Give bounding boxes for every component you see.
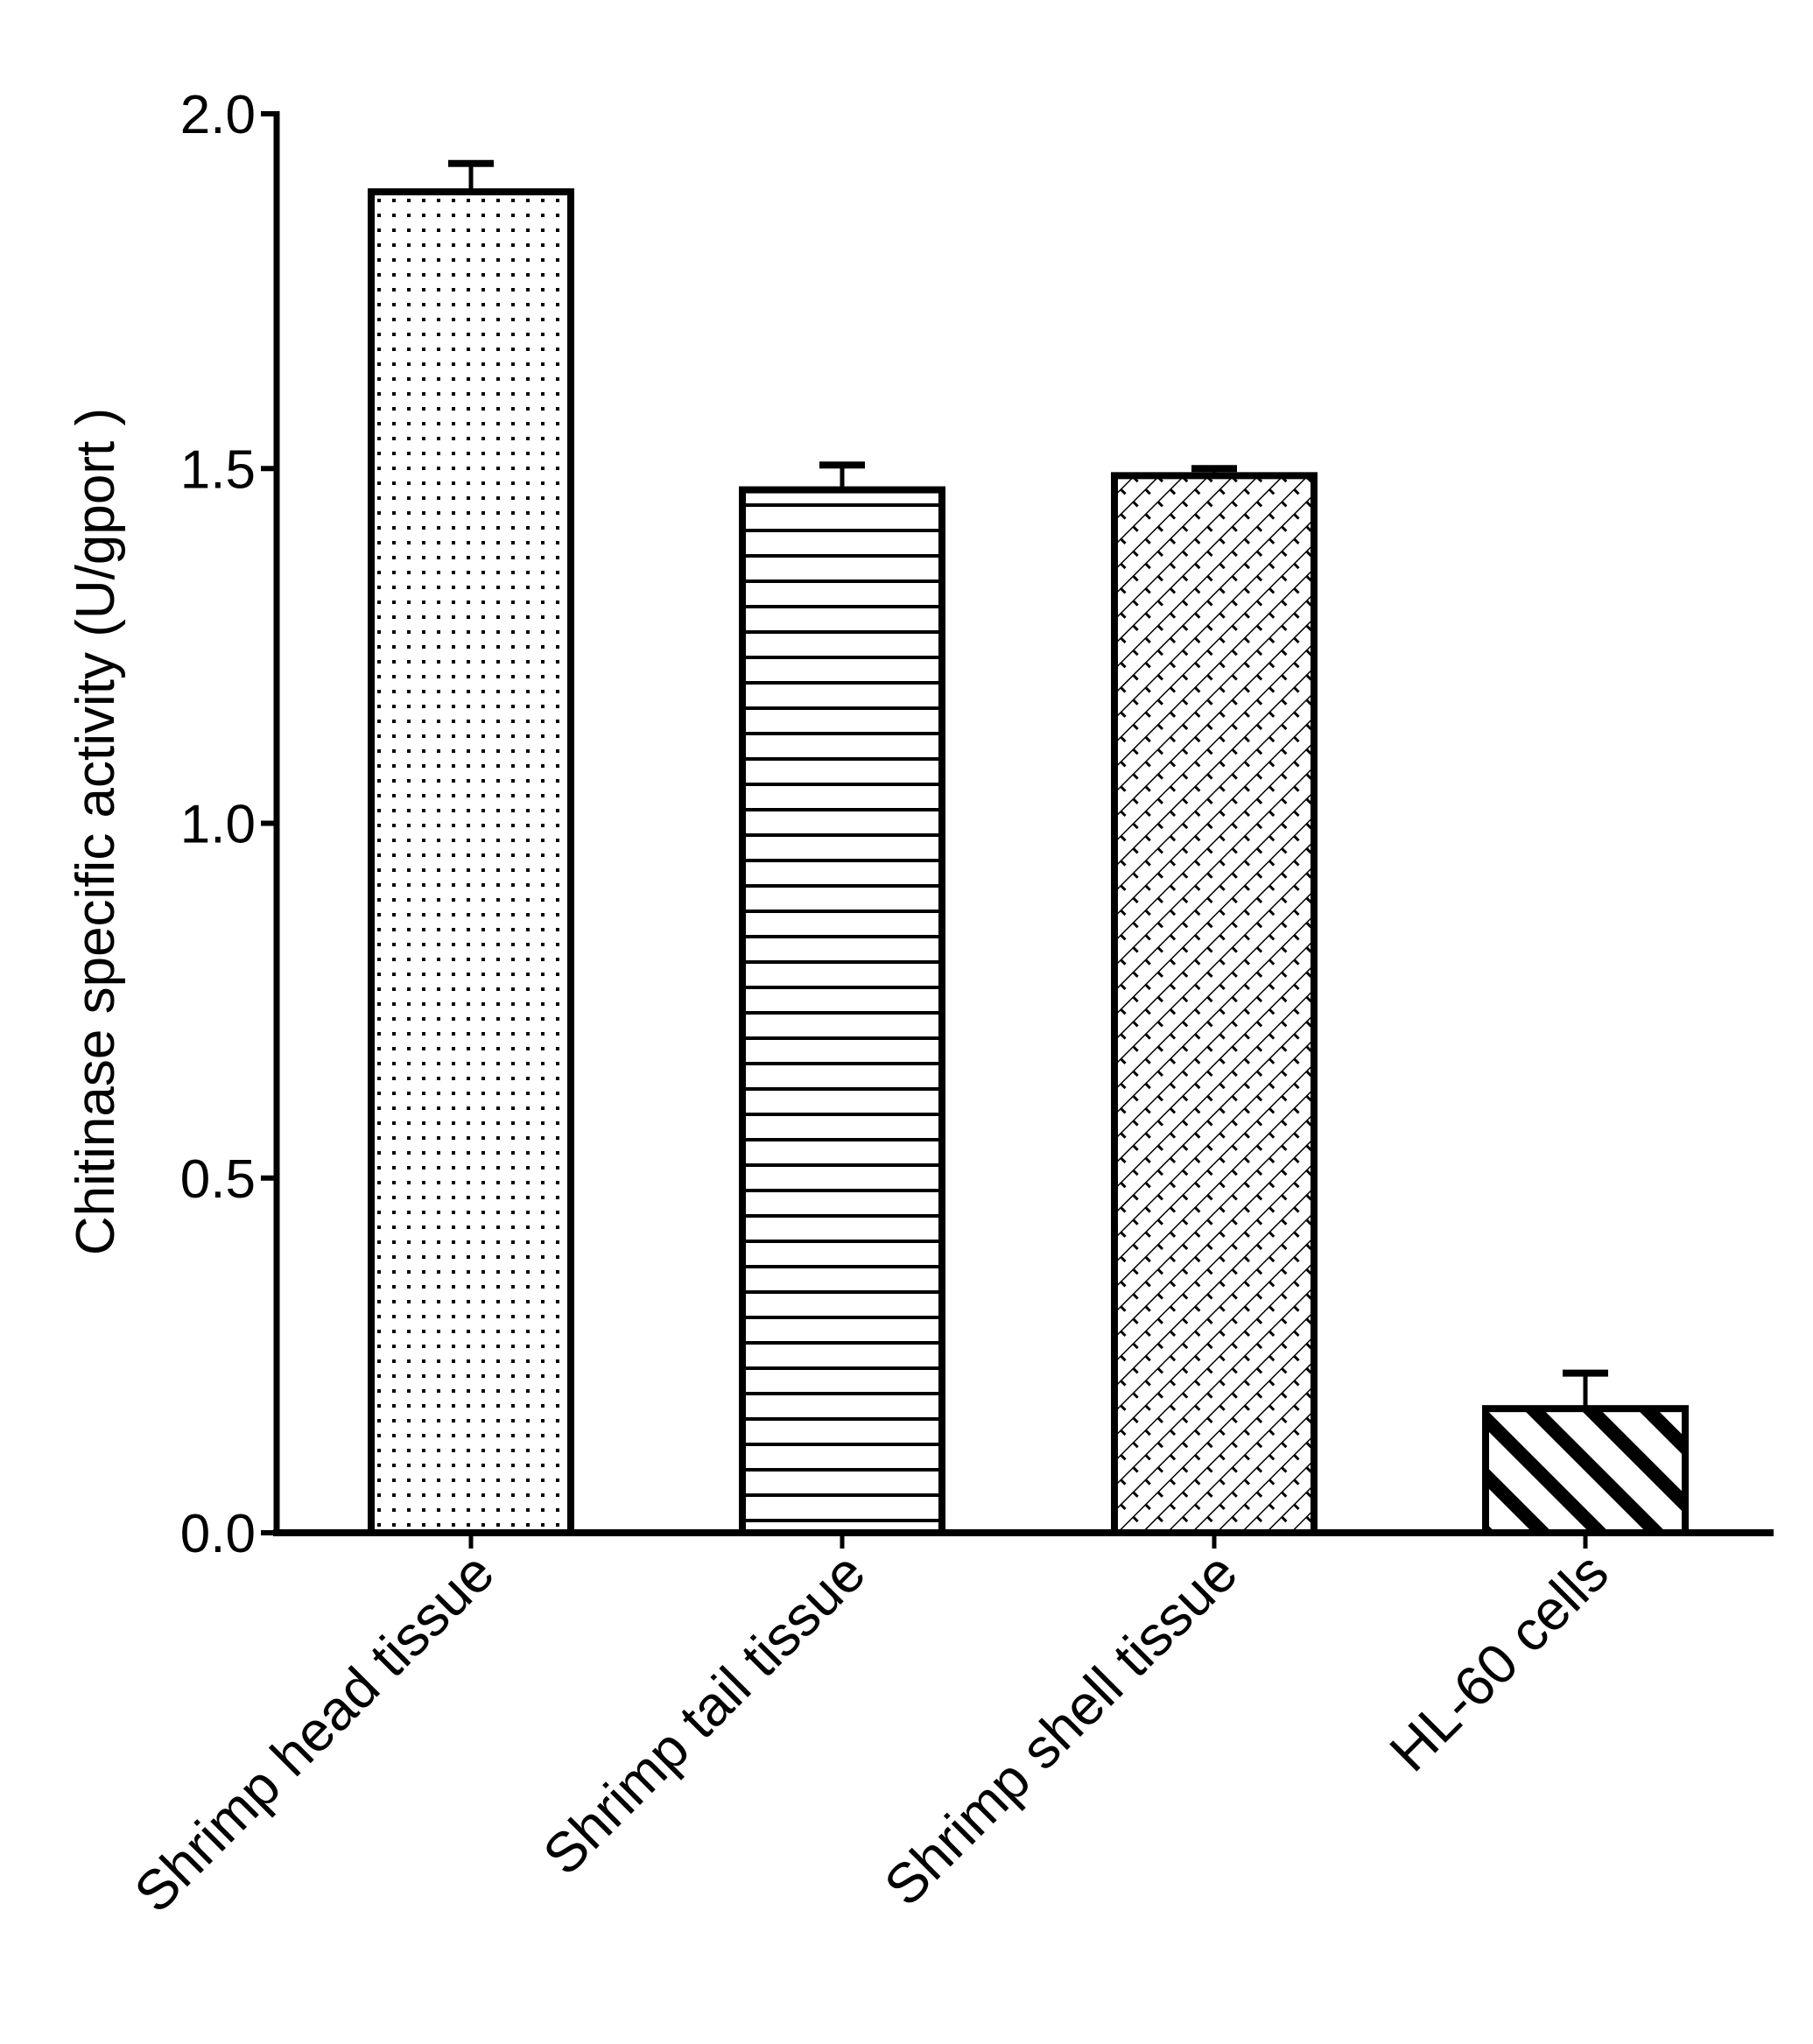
bar-3 <box>1111 472 1318 1536</box>
bar-1 <box>368 188 574 1536</box>
x-tick-label: Shrimp tail tissue <box>531 1541 876 1886</box>
y-tick-label: 0.5 <box>180 1149 256 1210</box>
y-tick-label: 1.5 <box>180 439 256 500</box>
y-axis-label: Chitinase specific activity (U/gport ) <box>66 408 126 1255</box>
y-tick-label: 0.0 <box>180 1504 256 1564</box>
x-tick-label: HL-60 cells <box>1378 1541 1620 1783</box>
bar-4 <box>1482 1405 1689 1536</box>
x-tick-label: Shrimp head tissue <box>123 1541 506 1924</box>
y-tick-label: 2.0 <box>180 85 256 145</box>
bar-2 <box>739 486 945 1537</box>
y-tick-label: 1.0 <box>180 795 256 855</box>
x-tick-label: Shrimp shell tissue <box>872 1541 1249 1918</box>
